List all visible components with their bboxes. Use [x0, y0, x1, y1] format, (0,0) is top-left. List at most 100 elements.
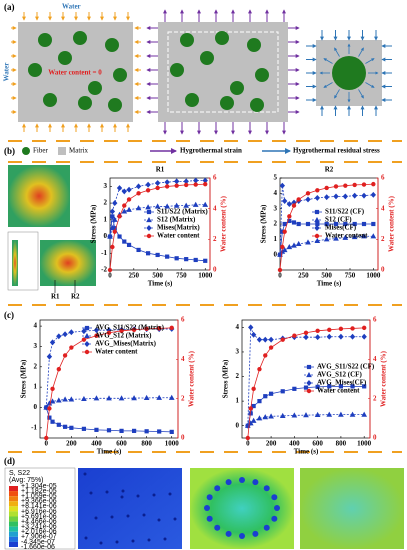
legend-marker: [314, 209, 320, 215]
y-axis-label: Stress (MPa): [90, 204, 98, 243]
marker: [361, 233, 367, 239]
marker: [118, 395, 125, 401]
contour-image: [300, 468, 404, 549]
marker: [250, 331, 257, 338]
marker: [361, 333, 367, 340]
marker: [324, 221, 329, 227]
marker: [174, 183, 179, 188]
marker: [47, 406, 52, 411]
marker: [315, 221, 320, 227]
marker: [50, 419, 55, 424]
fiber: [230, 81, 244, 95]
colorbar-band: [9, 521, 18, 527]
y2-tick-label: 0: [181, 434, 185, 442]
y-tick-label: 2: [236, 372, 240, 380]
x-tick-label: 600: [312, 440, 323, 448]
x-axis-label: Time (s): [97, 448, 122, 456]
marker: [362, 384, 367, 389]
blue-spot: [115, 540, 119, 544]
marker: [281, 247, 288, 253]
marker: [268, 413, 274, 419]
marker: [169, 325, 174, 331]
blue-spot: [157, 518, 161, 522]
x-tick-label: 800: [141, 440, 152, 448]
marker: [292, 386, 297, 391]
fiber: [332, 56, 366, 90]
blue-spot: [252, 530, 259, 537]
colorbar-label: -1.660e-06: [21, 544, 55, 550]
marker: [291, 203, 297, 208]
colorbar-label: +2.016e-06: [21, 529, 57, 536]
y-tick-label: 0: [274, 250, 278, 258]
marker: [361, 182, 367, 187]
legend-marker: [84, 349, 90, 355]
marker: [303, 385, 309, 390]
fiber: [73, 31, 87, 45]
residual-arrow: [365, 58, 375, 64]
marker: [155, 185, 160, 191]
y2-tick-label: 6: [181, 316, 185, 324]
colorbar-label: +4.466e-06: [21, 518, 57, 525]
x-tick-label: 800: [336, 440, 347, 448]
marker: [156, 394, 163, 400]
marker: [110, 244, 115, 250]
marker: [121, 188, 127, 195]
marker: [291, 412, 298, 418]
marker: [93, 327, 100, 334]
colorbar-band: [9, 496, 18, 502]
marker: [145, 181, 151, 188]
marker: [116, 185, 123, 191]
marker: [117, 234, 122, 239]
marker: [352, 221, 357, 227]
colorbar-band: [9, 501, 18, 507]
marker: [56, 333, 62, 340]
marker: [193, 177, 199, 184]
fiber: [58, 51, 72, 65]
marker: [251, 403, 256, 409]
marker: [69, 425, 74, 430]
marker: [251, 386, 256, 392]
marker: [349, 411, 356, 417]
legend-label: AVG_S12 (Matrix): [95, 332, 152, 340]
marker: [202, 201, 209, 207]
marker: [350, 326, 355, 331]
legend-text: Fiber: [33, 147, 48, 155]
legend-label: S11/S22 (CF): [325, 208, 365, 216]
marker: [350, 384, 355, 389]
fiber: [105, 38, 119, 52]
marker: [280, 389, 285, 394]
marker: [193, 182, 198, 187]
legend-marker: [146, 209, 152, 215]
x-tick-label: 1000: [366, 272, 381, 280]
y-tick-label: 3: [236, 348, 240, 356]
y2-tick-label: 4: [373, 355, 377, 363]
x-tick-label: 1000: [165, 440, 180, 448]
marker: [291, 242, 297, 248]
marker: [292, 333, 297, 338]
marker: [343, 221, 348, 227]
marker: [106, 395, 112, 401]
blue-spot: [121, 489, 125, 493]
marker: [315, 384, 320, 389]
marker: [145, 251, 151, 256]
marker: [296, 197, 301, 202]
panel-b-images: R1 R2: [7, 165, 96, 301]
legend-label: Water content: [157, 232, 200, 240]
legend-label: Mises(CF): [325, 224, 357, 232]
marker: [164, 179, 170, 186]
marker: [135, 183, 142, 190]
marker: [155, 252, 160, 258]
fiber: [108, 98, 122, 112]
fiber: [255, 68, 269, 82]
colorbar: [12, 240, 18, 286]
y2-axis-label: Water content (%): [188, 350, 196, 407]
marker: [361, 325, 367, 331]
colorbar-band: [9, 511, 18, 517]
blue-spot: [252, 479, 259, 486]
marker: [62, 424, 68, 429]
marker: [333, 221, 339, 227]
blue-spot: [214, 485, 221, 492]
marker: [121, 208, 128, 214]
marker: [262, 336, 268, 343]
y2-tick-label: 4: [181, 355, 185, 363]
